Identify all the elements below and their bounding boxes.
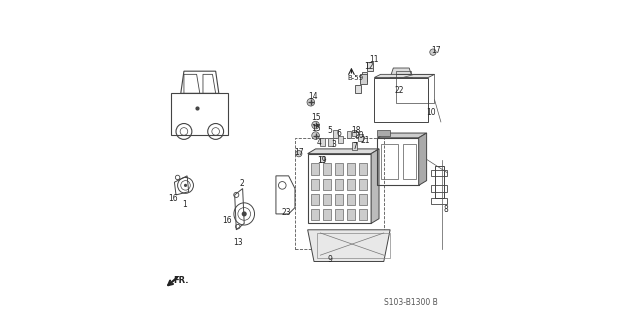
Bar <box>431 170 447 176</box>
Bar <box>323 179 331 190</box>
Bar <box>311 164 319 175</box>
Bar <box>308 154 371 223</box>
Bar <box>317 233 390 258</box>
Circle shape <box>307 99 315 106</box>
Bar <box>323 209 331 220</box>
Text: 20: 20 <box>355 131 364 140</box>
Circle shape <box>311 121 320 129</box>
Bar <box>347 132 351 138</box>
Text: 16: 16 <box>222 216 232 225</box>
Text: 15: 15 <box>311 113 320 122</box>
Text: S103-B1300 B: S103-B1300 B <box>384 298 438 307</box>
Text: 22: 22 <box>395 86 404 95</box>
Text: 15: 15 <box>311 124 320 133</box>
Bar <box>359 134 363 141</box>
Bar <box>335 194 343 205</box>
Bar <box>355 84 361 93</box>
Text: 18: 18 <box>351 126 360 135</box>
Bar <box>320 138 325 146</box>
Bar <box>323 164 331 175</box>
Text: B-59: B-59 <box>347 75 363 81</box>
Text: 1: 1 <box>182 200 187 209</box>
Bar <box>338 136 343 142</box>
Text: 23: 23 <box>281 208 291 217</box>
Circle shape <box>430 49 436 55</box>
Text: 14: 14 <box>308 92 318 101</box>
Bar <box>311 209 319 220</box>
Bar <box>335 179 343 190</box>
Polygon shape <box>390 68 413 77</box>
Bar <box>360 74 367 84</box>
Polygon shape <box>377 130 390 136</box>
Bar <box>435 166 444 198</box>
Text: 3: 3 <box>332 140 337 148</box>
Text: 8: 8 <box>444 205 448 214</box>
Text: 10: 10 <box>426 108 436 117</box>
Bar <box>431 185 447 192</box>
Text: FR.: FR. <box>173 276 188 285</box>
Bar <box>403 144 416 179</box>
Text: 17: 17 <box>295 148 304 157</box>
Text: 7: 7 <box>353 142 357 151</box>
Bar <box>396 74 433 103</box>
Text: 21: 21 <box>360 135 370 145</box>
Text: 19: 19 <box>317 156 327 164</box>
Text: 6: 6 <box>336 130 341 139</box>
Circle shape <box>296 150 302 157</box>
Bar <box>335 164 343 175</box>
Bar <box>362 72 367 81</box>
Bar <box>323 194 331 205</box>
Bar <box>311 194 319 205</box>
Polygon shape <box>371 149 379 223</box>
Polygon shape <box>308 230 390 261</box>
Bar <box>374 77 428 122</box>
Bar <box>347 164 355 175</box>
Bar <box>359 164 367 175</box>
Text: 5: 5 <box>328 126 332 135</box>
Bar <box>320 156 324 162</box>
Bar <box>367 62 373 71</box>
Bar <box>352 142 357 150</box>
Text: 2: 2 <box>239 179 244 188</box>
Bar <box>352 130 356 136</box>
Circle shape <box>242 212 247 216</box>
Text: 16: 16 <box>168 194 178 203</box>
Polygon shape <box>374 74 435 77</box>
Bar <box>377 138 419 185</box>
Bar <box>347 179 355 190</box>
Circle shape <box>311 132 320 140</box>
Bar <box>333 130 338 138</box>
Polygon shape <box>308 149 379 154</box>
Bar <box>347 194 355 205</box>
Text: 9: 9 <box>328 255 333 264</box>
Polygon shape <box>377 133 426 138</box>
Bar <box>359 194 367 205</box>
Text: 13: 13 <box>233 238 243 247</box>
Text: 4: 4 <box>317 138 322 147</box>
Bar <box>347 209 355 220</box>
Polygon shape <box>419 133 426 185</box>
Bar <box>335 209 343 220</box>
Bar <box>431 198 447 204</box>
Text: 12: 12 <box>364 62 373 71</box>
Text: 17: 17 <box>431 46 441 55</box>
Bar <box>328 138 333 146</box>
Bar <box>359 209 367 220</box>
Bar <box>311 179 319 190</box>
Circle shape <box>184 184 187 187</box>
Bar <box>381 144 398 179</box>
Text: 11: 11 <box>369 55 379 64</box>
Bar <box>359 179 367 190</box>
